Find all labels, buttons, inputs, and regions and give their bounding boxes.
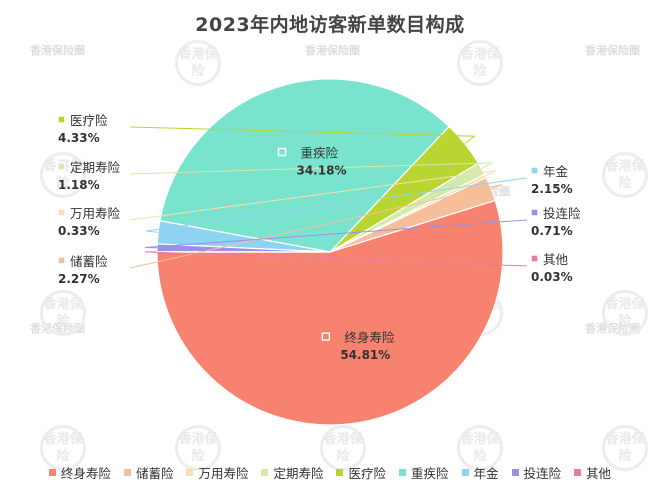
legend-swatch [261, 468, 269, 476]
slice-label-marker-1 [57, 256, 66, 265]
legend-label: 终身寿险 [60, 465, 111, 481]
legend-swatch [336, 468, 344, 476]
slice-label-value-0: 54.81% [340, 348, 390, 362]
leader-line-6 [146, 177, 528, 233]
pie-slices [156, 78, 504, 426]
legend-item-5[interactable]: 重疾险 [399, 463, 449, 482]
slice-label-value-7: 0.71% [531, 224, 573, 238]
slice-label-value-3: 1.18% [58, 178, 100, 192]
legend-item-0[interactable]: 终身寿险 [48, 463, 111, 482]
slice-label-value-4: 4.33% [58, 131, 100, 145]
pie-slice-5 [159, 78, 450, 253]
slice-label-name-4: 医疗险 [70, 113, 108, 128]
legend-swatch [123, 468, 131, 476]
slice-label-value-5: 34.18% [296, 164, 346, 178]
slice-label-marker-4 [57, 115, 66, 124]
legend-swatch [511, 468, 519, 476]
legend-label: 其他 [586, 465, 612, 481]
leader-line-7 [145, 219, 528, 249]
slice-label-value-8: 0.03% [531, 270, 573, 284]
slice-label-marker-6 [530, 166, 539, 175]
slice-label-name-8: 其他 [543, 252, 569, 267]
slice-label-marker-2 [57, 208, 66, 217]
legend-swatch [399, 468, 406, 476]
legend-label: 定期寿险 [273, 465, 324, 481]
legend-item-3[interactable]: 定期寿险 [261, 463, 323, 482]
legend-label: 投连险 [523, 465, 562, 481]
slice-label-marker-0 [321, 332, 331, 341]
leader-line-4 [129, 126, 476, 145]
slice-label-value-6: 2.15% [531, 182, 573, 196]
legend-item-4[interactable]: 医疗险 [336, 463, 386, 482]
slice-label-name-3: 定期寿险 [70, 160, 121, 175]
slice-label-name-1: 储蓄险 [70, 254, 108, 269]
slice-label-name-7: 投连险 [543, 206, 581, 221]
slice-label-value-1: 2.27% [58, 272, 100, 286]
legend-swatch [186, 468, 194, 476]
legend-label: 重疾险 [411, 465, 449, 481]
slice-label-marker-3 [57, 162, 66, 171]
legend-swatch [574, 468, 582, 476]
chart-legend: 终身寿险 储蓄险 万用寿险 定期寿险 医疗险 重疾险 年金 投连险 其他 [10, 463, 650, 481]
legend-label: 年金 [473, 465, 499, 481]
slice-label-marker-8 [530, 254, 539, 263]
chart-title: 2023年内地访客新单数目构成 [195, 14, 465, 36]
legend-item-7[interactable]: 投连险 [511, 463, 562, 482]
legend-label: 医疗险 [348, 465, 386, 481]
leader-line-3 [129, 162, 493, 175]
leader-line-8 [144, 251, 528, 267]
leader-line-2 [129, 170, 497, 221]
slice-label-marker-7 [530, 208, 539, 217]
slice-label-name-5: 重疾险 [300, 146, 338, 161]
legend-item-1[interactable]: 储蓄险 [123, 463, 174, 482]
legend-item-8[interactable]: 其他 [574, 463, 611, 482]
slice-label-value-2: 0.33% [58, 224, 100, 238]
slice-label-marker-5 [277, 147, 287, 157]
legend-label: 储蓄险 [135, 465, 174, 481]
legend-swatch [461, 468, 469, 476]
slice-label-name-6: 年金 [543, 164, 569, 179]
legend-item-2[interactable]: 万用寿险 [186, 463, 248, 482]
slice-label-name-2: 万用寿险 [70, 206, 121, 221]
slice-label-name-0: 终身寿险 [344, 330, 395, 345]
pie-slice-0 [156, 199, 504, 426]
legend-swatch [48, 468, 56, 476]
legend-label: 万用寿险 [198, 465, 249, 481]
legend-item-6[interactable]: 年金 [461, 463, 499, 482]
